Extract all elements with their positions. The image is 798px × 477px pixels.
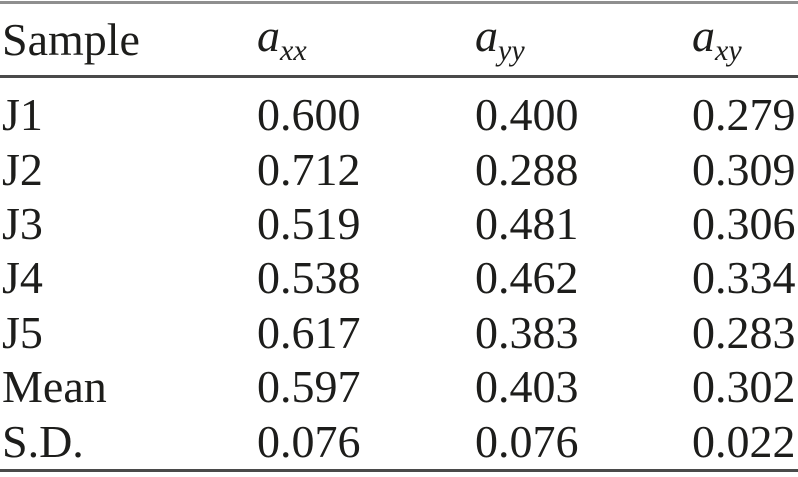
table-row: J4 0.538 0.462 0.334 bbox=[0, 251, 798, 305]
table-header-row: Sample axx ayy axy bbox=[0, 4, 798, 75]
table-top-rule bbox=[0, 1, 798, 4]
cell-axx: 0.519 bbox=[257, 198, 361, 250]
bottom-rule bbox=[0, 469, 798, 472]
cell-axx: 0.617 bbox=[257, 306, 361, 358]
variable-symbol: a bbox=[692, 10, 715, 61]
cell-axx: 0.712 bbox=[257, 143, 361, 195]
variable-symbol: a bbox=[475, 10, 498, 61]
column-header-sample: Sample bbox=[2, 13, 140, 65]
table-row: S.D. 0.076 0.076 0.022 bbox=[0, 415, 798, 469]
column-header-axx: axx bbox=[257, 13, 475, 66]
table-row: J5 0.617 0.383 0.283 bbox=[0, 306, 798, 360]
table-row: Mean 0.597 0.403 0.302 bbox=[0, 360, 798, 414]
cell-axx: 0.597 bbox=[257, 361, 361, 413]
cell-sample: S.D. bbox=[2, 415, 84, 467]
cell-ayy: 0.076 bbox=[475, 415, 579, 467]
cell-sample: J2 bbox=[2, 143, 43, 195]
column-header-axy: axy bbox=[692, 13, 798, 66]
cell-axy: 0.283 bbox=[692, 306, 796, 358]
cell-sample: J5 bbox=[2, 306, 43, 358]
cell-ayy: 0.383 bbox=[475, 306, 579, 358]
table-row: J2 0.712 0.288 0.309 bbox=[0, 142, 798, 196]
variable-subscript: yy bbox=[498, 34, 525, 67]
variable-subscript: xx bbox=[280, 34, 307, 67]
variable-symbol: a bbox=[257, 10, 280, 61]
cell-axy: 0.334 bbox=[692, 252, 796, 304]
cell-axy: 0.306 bbox=[692, 198, 796, 250]
table-row: J3 0.519 0.481 0.306 bbox=[0, 197, 798, 251]
cell-axx: 0.076 bbox=[257, 415, 361, 467]
cell-axx: 0.538 bbox=[257, 252, 361, 304]
column-header-ayy: ayy bbox=[475, 13, 692, 66]
cell-sample: J1 bbox=[2, 89, 43, 141]
cell-axy: 0.022 bbox=[692, 415, 796, 467]
cell-axy: 0.302 bbox=[692, 361, 796, 413]
cell-ayy: 0.403 bbox=[475, 361, 579, 413]
cell-ayy: 0.400 bbox=[475, 89, 579, 141]
cell-ayy: 0.462 bbox=[475, 252, 579, 304]
cell-axy: 0.309 bbox=[692, 143, 796, 195]
variable-subscript: xy bbox=[715, 34, 742, 67]
cell-sample: J4 bbox=[2, 252, 43, 304]
table-body: J1 0.600 0.400 0.279 J2 0.712 0.288 0.30… bbox=[0, 78, 798, 469]
cell-ayy: 0.288 bbox=[475, 143, 579, 195]
cell-sample: Mean bbox=[2, 361, 107, 413]
header-rule bbox=[0, 75, 798, 78]
cell-axy: 0.279 bbox=[692, 89, 796, 141]
cell-axx: 0.600 bbox=[257, 89, 361, 141]
cell-sample: J3 bbox=[2, 198, 43, 250]
cell-ayy: 0.481 bbox=[475, 198, 579, 250]
table-row: J1 0.600 0.400 0.279 bbox=[0, 88, 798, 142]
